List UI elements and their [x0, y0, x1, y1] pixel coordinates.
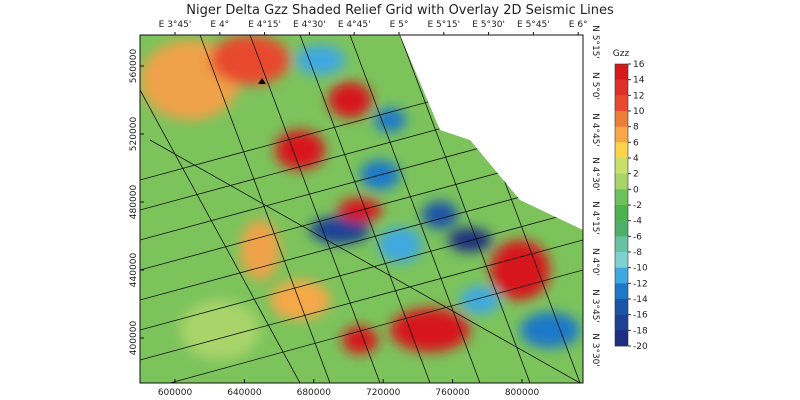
- colorbar-segment: [615, 299, 628, 315]
- longitude-label: E 5°30': [472, 20, 505, 30]
- colorbar-label: 8: [633, 123, 639, 133]
- colorbar-label: -14: [633, 295, 648, 305]
- latitude-label: N 4°30': [590, 157, 600, 191]
- longitude-label: E 3°45': [159, 20, 192, 30]
- latitude-label: N 3°45': [590, 289, 600, 323]
- colorbar-label: 6: [633, 138, 639, 148]
- colorbar-segment: [615, 220, 628, 237]
- easting-label: 720000: [366, 388, 401, 398]
- longitude-label: E 6°: [569, 20, 588, 30]
- northing-label: 520000: [129, 117, 139, 152]
- northing-label: 560000: [129, 49, 139, 84]
- colorbar-label: -8: [633, 248, 642, 258]
- colorbar-label: 0: [633, 185, 639, 195]
- longitude-label: E 4°15': [248, 20, 281, 30]
- colorbar-segment: [615, 64, 628, 80]
- colorbar-segment: [615, 189, 628, 206]
- colorbar-label: 4: [633, 154, 639, 164]
- latitude-label: N 4°0': [590, 248, 600, 276]
- colorbar-label: 2: [633, 170, 639, 180]
- colorbar-segment: [615, 111, 628, 127]
- northing-label: 440000: [129, 253, 139, 288]
- colorbar-label: -6: [633, 232, 642, 242]
- colorbar-title: Gzz: [613, 49, 630, 59]
- northing-label: 480000: [129, 185, 139, 220]
- gravity-grid: [140, 35, 583, 383]
- colorbar-segment: [615, 126, 628, 143]
- easting-label: 800000: [505, 388, 540, 398]
- easting-label: 640000: [227, 388, 262, 398]
- colorbar-segment: [615, 314, 628, 331]
- colorbar-segment: [615, 236, 628, 253]
- longitude-label: E 4°: [210, 20, 229, 30]
- northing-label: 400000: [129, 321, 139, 356]
- easting-label: 760000: [435, 388, 470, 398]
- latitude-label: N 4°15': [590, 201, 600, 235]
- colorbar-segment: [615, 267, 628, 284]
- colorbar-segment: [615, 205, 628, 221]
- easting-label: 680000: [297, 388, 332, 398]
- colorbar-segment: [615, 95, 628, 112]
- colorbar-label: -20: [633, 342, 648, 352]
- colorbar-segment: [615, 142, 628, 159]
- map-frame: [139, 34, 584, 384]
- longitude-label: E 4°45': [338, 20, 371, 30]
- colorbar-segment: [615, 79, 628, 96]
- colorbar-segment: [615, 158, 628, 174]
- colorbar-segment: [615, 173, 628, 190]
- colorbar-label: 16: [633, 60, 645, 70]
- longitude-label: E 5°45': [517, 20, 550, 30]
- colorbar-label: 10: [633, 107, 645, 117]
- colorbar-label: -2: [633, 201, 642, 211]
- colorbar-label: -10: [633, 264, 648, 274]
- axes: E 3°45' E 4° E 4°15' E 4°30' E 4°45' E 5° E 5°…: [129, 20, 600, 398]
- colorbar-label: -16: [633, 311, 648, 321]
- colorbar-label: -18: [633, 326, 648, 336]
- colorbar-segment: [615, 252, 628, 268]
- colorbar-label: -4: [633, 217, 642, 227]
- latitude-label: N 4°45': [590, 113, 600, 147]
- colorbar-label: -12: [633, 279, 648, 289]
- well-marker: [258, 78, 266, 84]
- colorbar-segment: [615, 330, 628, 347]
- colorbar-label: 14: [633, 76, 645, 86]
- latitude-label: N 5°15': [590, 25, 600, 59]
- longitude-label: E 5°15': [427, 20, 460, 30]
- latitude-label: N 3°30': [590, 333, 600, 367]
- longitude-label: E 5°: [390, 20, 409, 30]
- map-title: Niger Delta Gzz Shaded Relief Grid with …: [186, 3, 614, 18]
- colorbar-label: 12: [633, 91, 644, 101]
- easting-label: 600000: [158, 388, 193, 398]
- colorbar-segment: [615, 283, 628, 300]
- longitude-label: E 4°30': [293, 20, 326, 30]
- latitude-label: N 5°0': [590, 72, 600, 100]
